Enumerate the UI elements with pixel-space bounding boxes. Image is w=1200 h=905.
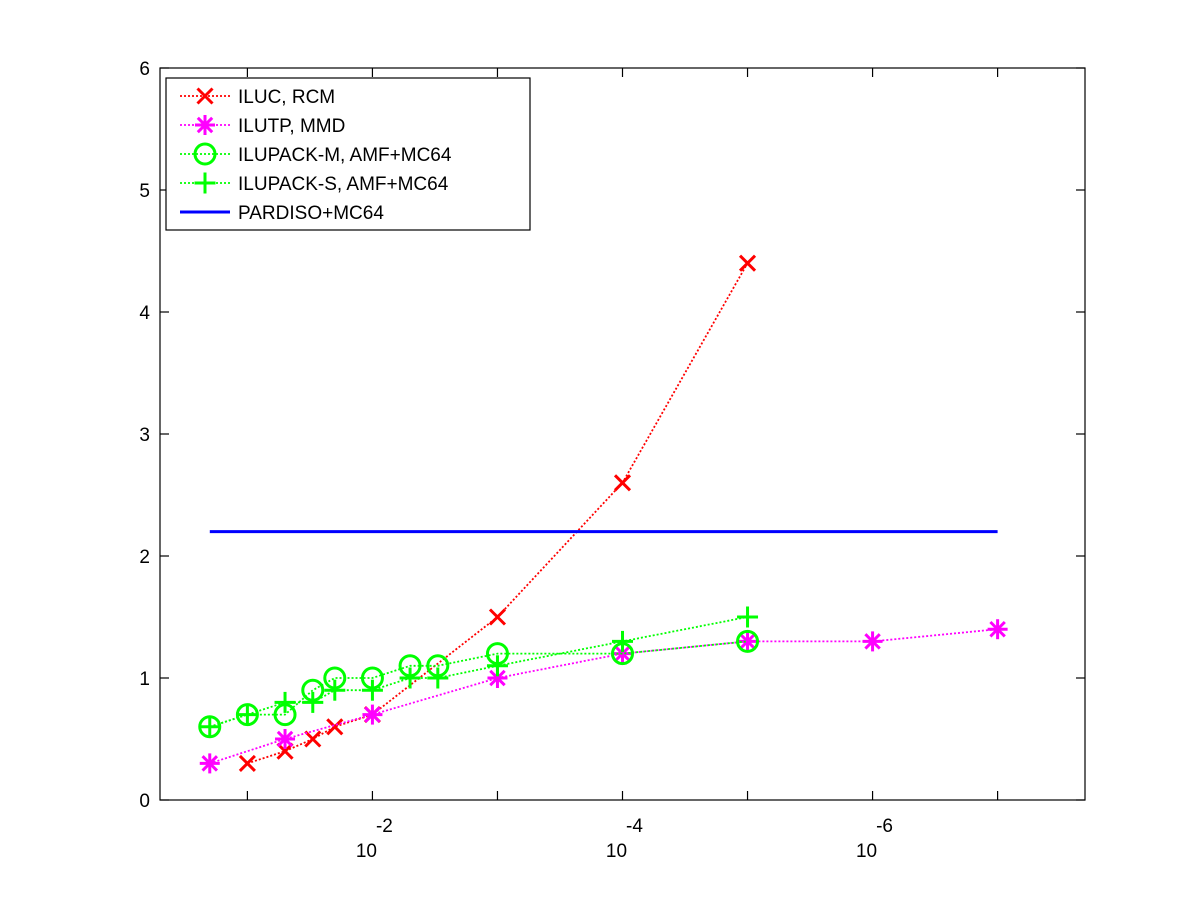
legend-label: ILUC, RCM: [238, 87, 335, 108]
asterisk-stroke: [276, 730, 294, 748]
legend-marker: [195, 115, 215, 135]
y-tick-label: 3: [139, 425, 150, 446]
legend-box: [165, 77, 531, 231]
legend-label: ILUPACK-S, AMF+MC64: [238, 174, 449, 195]
x-stroke: [196, 87, 214, 105]
series-ilutp-mmd: [199, 619, 1008, 774]
x-tick-label-exponent: -6: [876, 816, 893, 837]
data-point: [199, 753, 220, 774]
legend-marker: [194, 172, 216, 194]
y-tick-label: 0: [139, 791, 150, 812]
x-stroke: [613, 474, 632, 492]
x-stroke: [304, 730, 322, 748]
asterisk-stroke: [989, 620, 1006, 638]
data-point: [488, 608, 507, 626]
asterisk-stroke: [196, 116, 214, 134]
x-tick-label-base: 10: [856, 841, 877, 862]
x-stroke: [326, 718, 344, 736]
data-point: [613, 474, 632, 492]
axes-layer: 0 1 2 3 4 5 6 10 -2 10 -4 10 -6: [139, 59, 1086, 862]
series-line: [209, 640, 748, 728]
data-point: [862, 631, 883, 652]
data-point: [486, 655, 508, 677]
legend-entry: PARDISO+MC64: [180, 203, 384, 224]
data-point: [302, 691, 324, 713]
circle-stroke: [193, 142, 217, 166]
data-point: [362, 704, 383, 725]
data-point: [199, 716, 221, 738]
data-point: [274, 691, 296, 713]
asterisk-stroke: [864, 633, 881, 650]
data-point: [736, 629, 760, 653]
data-point: [738, 254, 757, 272]
y-tick-label: 4: [139, 303, 150, 324]
data-point: [361, 679, 383, 701]
series-line: [247, 262, 749, 765]
legend-entry: ILUPACK-M, AMF+MC64: [180, 142, 452, 166]
asterisk-stroke: [364, 706, 381, 723]
y-tick-label: 1: [139, 669, 150, 690]
data-point: [737, 606, 759, 628]
asterisk-stroke: [201, 755, 219, 772]
data-point: [399, 667, 421, 689]
asterisk-stroke: [489, 669, 506, 687]
data-point: [324, 679, 346, 701]
asterisk-stroke: [614, 645, 631, 662]
series-ilupack-s-amf-mc64: [199, 606, 759, 738]
x-tick-label-exponent: -4: [626, 816, 643, 837]
x-stroke: [276, 742, 294, 760]
y-tick-label: 6: [139, 59, 150, 80]
x-stroke: [238, 754, 256, 772]
data-point: [427, 667, 449, 689]
asterisk-stroke: [739, 633, 756, 650]
data-point: [238, 754, 256, 772]
legend-label: PARDISO+MC64: [238, 203, 384, 224]
legend-entry: ILUC, RCM: [180, 87, 335, 108]
plot-layer: [198, 254, 1008, 774]
data-point: [987, 619, 1008, 640]
y-tick-label: 5: [139, 181, 150, 202]
legend-marker: [196, 87, 214, 105]
legend-label: ILUPACK-M, AMF+MC64: [238, 145, 452, 166]
data-point: [304, 730, 322, 748]
data-point: [275, 729, 296, 749]
data-point: [276, 742, 294, 760]
legend-label: ILUTP, MMD: [238, 116, 345, 137]
x-tick-label-base: 10: [356, 841, 377, 862]
x-tick-label-exponent: -2: [376, 816, 393, 837]
x-stroke: [738, 254, 757, 272]
series-line: [209, 628, 998, 765]
legend-marker: [193, 142, 217, 166]
x-stroke: [488, 608, 507, 626]
x-tick-label-base: 10: [606, 841, 627, 862]
y-tick-label: 2: [139, 547, 150, 568]
legend: ILUC, RCM ILUTP, MMD ILUPACK-M, AMF+MC64 IL…: [165, 77, 531, 231]
data-point: [326, 718, 344, 736]
data-point: [612, 630, 633, 652]
legend-entry: ILUPACK-S, AMF+MC64: [180, 172, 449, 195]
legend-entry: ILUTP, MMD: [180, 115, 345, 137]
data-point: [236, 704, 258, 726]
circle-stroke: [736, 629, 760, 653]
